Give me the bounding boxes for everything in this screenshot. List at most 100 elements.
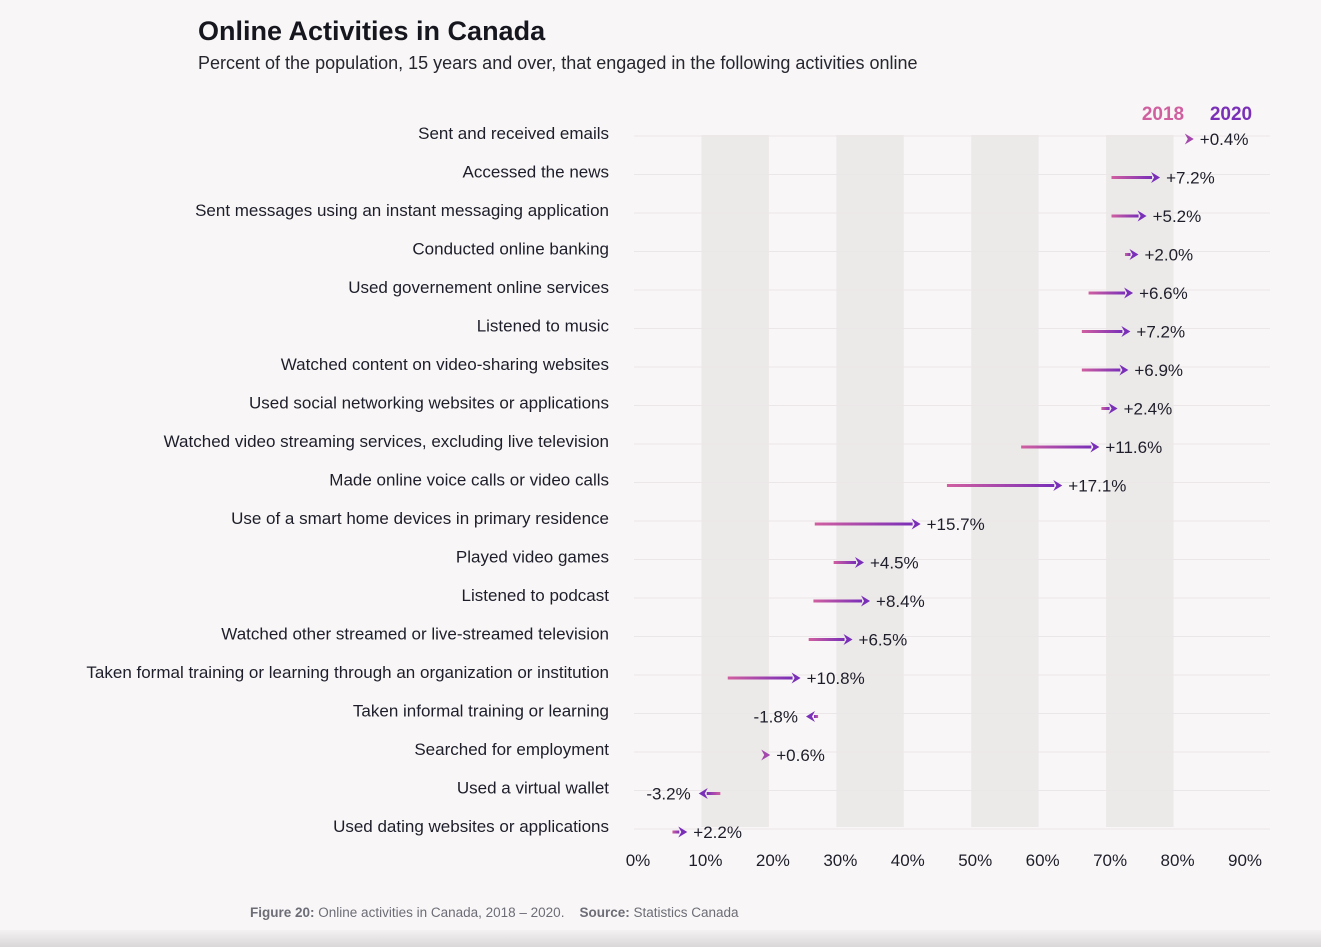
arrow-shaft [833, 561, 856, 564]
change-arrow [1124, 249, 1139, 260]
arrow-head [791, 672, 801, 684]
arrow-head [861, 595, 871, 607]
change-label: +2.2% [693, 823, 742, 842]
change-label: +6.9% [1134, 361, 1183, 380]
figure-text: Online activities in Canada, 2018 – 2020… [318, 905, 565, 920]
arrow-head [1137, 210, 1147, 222]
arrow-head [805, 711, 815, 722]
row-label: Use of a smart home devices in primary r… [231, 509, 609, 528]
row-label: Taken formal training or learning throug… [86, 663, 609, 682]
arrow-head [1151, 172, 1161, 183]
change-arrow [1111, 210, 1147, 222]
arrow-head [1108, 403, 1118, 414]
arrow-shaft [672, 830, 680, 834]
chart-subtitle: Percent of the population, 15 years and … [198, 53, 918, 73]
figure-caption: Figure 20: Online activities in Canada, … [250, 905, 739, 920]
shade-band [836, 135, 904, 827]
shade-band [971, 135, 1039, 827]
change-label: +6.6% [1139, 284, 1188, 303]
change-arrow [946, 480, 1063, 491]
row-label: Taken informal training or learning [353, 702, 609, 721]
change-arrow [698, 788, 721, 799]
arrow-shaft [727, 676, 793, 680]
arrow-head [1124, 287, 1134, 299]
arrow-shaft [1124, 253, 1131, 256]
x-tick-label: 0% [626, 851, 651, 870]
shade-band [1106, 135, 1174, 827]
x-tick-label: 20% [756, 851, 790, 870]
arrow-head [1184, 133, 1194, 145]
arrow-head [1129, 249, 1139, 260]
change-arrow [672, 826, 688, 838]
x-tick-label: 90% [1228, 851, 1262, 870]
change-label: +6.5% [859, 631, 908, 650]
change-arrow [814, 518, 921, 530]
change-arrow [808, 634, 853, 645]
row-label: Watched other streamed or live-streamed … [221, 625, 609, 644]
change-label: +17.1% [1068, 477, 1126, 496]
change-label: +5.2% [1153, 207, 1202, 226]
arrow-head [843, 634, 853, 645]
arrow-head [761, 749, 771, 761]
change-label: +7.2% [1166, 169, 1215, 188]
x-tick-label: 30% [823, 851, 857, 870]
arrow-head [1121, 326, 1131, 337]
arrow-shaft [808, 638, 845, 641]
row-label: Used governement online services [348, 278, 609, 297]
arrow-shaft [1111, 176, 1153, 179]
change-arrow [761, 749, 771, 761]
x-tick-label: 50% [958, 851, 992, 870]
arrow-shaft [1111, 214, 1139, 218]
row-label: Used social networking websites or appli… [249, 394, 609, 413]
row-label: Sent and received emails [418, 124, 609, 143]
change-label: +2.0% [1144, 246, 1193, 265]
x-tick-label: 40% [891, 851, 925, 870]
legend-2020: 2020 [1210, 104, 1252, 125]
shade-band [701, 135, 769, 827]
change-arrow [1101, 403, 1118, 414]
change-label: +2.4% [1124, 400, 1173, 419]
figure-label: Figure 20: [250, 905, 315, 920]
change-arrow [813, 595, 871, 607]
change-arrow [727, 672, 801, 684]
arrow-shaft [813, 599, 863, 603]
legend-2018: 2018 [1142, 104, 1184, 125]
change-label: +0.6% [776, 746, 825, 765]
arrow-shaft [1088, 291, 1126, 295]
row-label: Searched for employment [414, 740, 609, 759]
x-tick-label: 70% [1093, 851, 1127, 870]
row-label: Played video games [456, 548, 609, 567]
change-arrow [1111, 172, 1161, 183]
x-tick-label: 60% [1026, 851, 1060, 870]
arrow-head [1053, 480, 1063, 491]
arrow-head [1090, 441, 1100, 453]
row-label: Made online voice calls or video calls [329, 471, 609, 490]
arrow-head [854, 557, 864, 568]
row-label: Listened to podcast [462, 586, 610, 605]
change-arrow [833, 557, 864, 568]
arrow-head [1119, 364, 1129, 376]
change-arrow [805, 711, 819, 722]
change-label: +7.2% [1136, 323, 1185, 342]
arrow-shaft [946, 484, 1055, 487]
row-label: Watched content on video-sharing website… [281, 355, 609, 374]
x-tick-label: 80% [1161, 851, 1195, 870]
arrow-head [911, 518, 921, 530]
row-label: Conducted online banking [412, 240, 609, 259]
change-label: -3.2% [646, 785, 690, 804]
row-label: Listened to music [477, 317, 610, 336]
arrow-shaft [814, 522, 913, 526]
change-label: +0.4% [1200, 130, 1249, 149]
change-arrow [1088, 287, 1134, 299]
arrow-shaft [813, 715, 819, 718]
source-label: Source: [579, 905, 630, 920]
arrow-shaft [1101, 407, 1110, 410]
row-label: Watched video streaming services, exclud… [164, 432, 609, 451]
row-label: Accessed the news [463, 163, 609, 182]
arrow-head [678, 826, 688, 838]
x-tick-label: 10% [688, 851, 722, 870]
arrow-shaft [706, 792, 721, 795]
change-label: -1.8% [754, 708, 798, 727]
change-label: +8.4% [876, 592, 925, 611]
change-arrow [1081, 326, 1131, 337]
